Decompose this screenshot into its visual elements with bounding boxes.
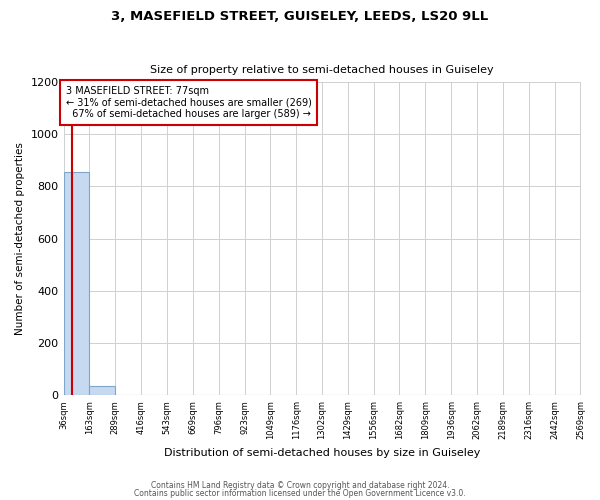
Text: Contains HM Land Registry data © Crown copyright and database right 2024.: Contains HM Land Registry data © Crown c… (151, 481, 449, 490)
Text: 3 MASEFIELD STREET: 77sqm
← 31% of semi-detached houses are smaller (269)
  67% : 3 MASEFIELD STREET: 77sqm ← 31% of semi-… (65, 86, 311, 119)
Y-axis label: Number of semi-detached properties: Number of semi-detached properties (15, 142, 25, 335)
Text: Contains public sector information licensed under the Open Government Licence v3: Contains public sector information licen… (134, 488, 466, 498)
Title: Size of property relative to semi-detached houses in Guiseley: Size of property relative to semi-detach… (150, 66, 494, 76)
Text: 3, MASEFIELD STREET, GUISELEY, LEEDS, LS20 9LL: 3, MASEFIELD STREET, GUISELEY, LEEDS, LS… (112, 10, 488, 23)
X-axis label: Distribution of semi-detached houses by size in Guiseley: Distribution of semi-detached houses by … (164, 448, 480, 458)
Bar (64, 172, 89, 395)
Bar (89, 386, 115, 395)
